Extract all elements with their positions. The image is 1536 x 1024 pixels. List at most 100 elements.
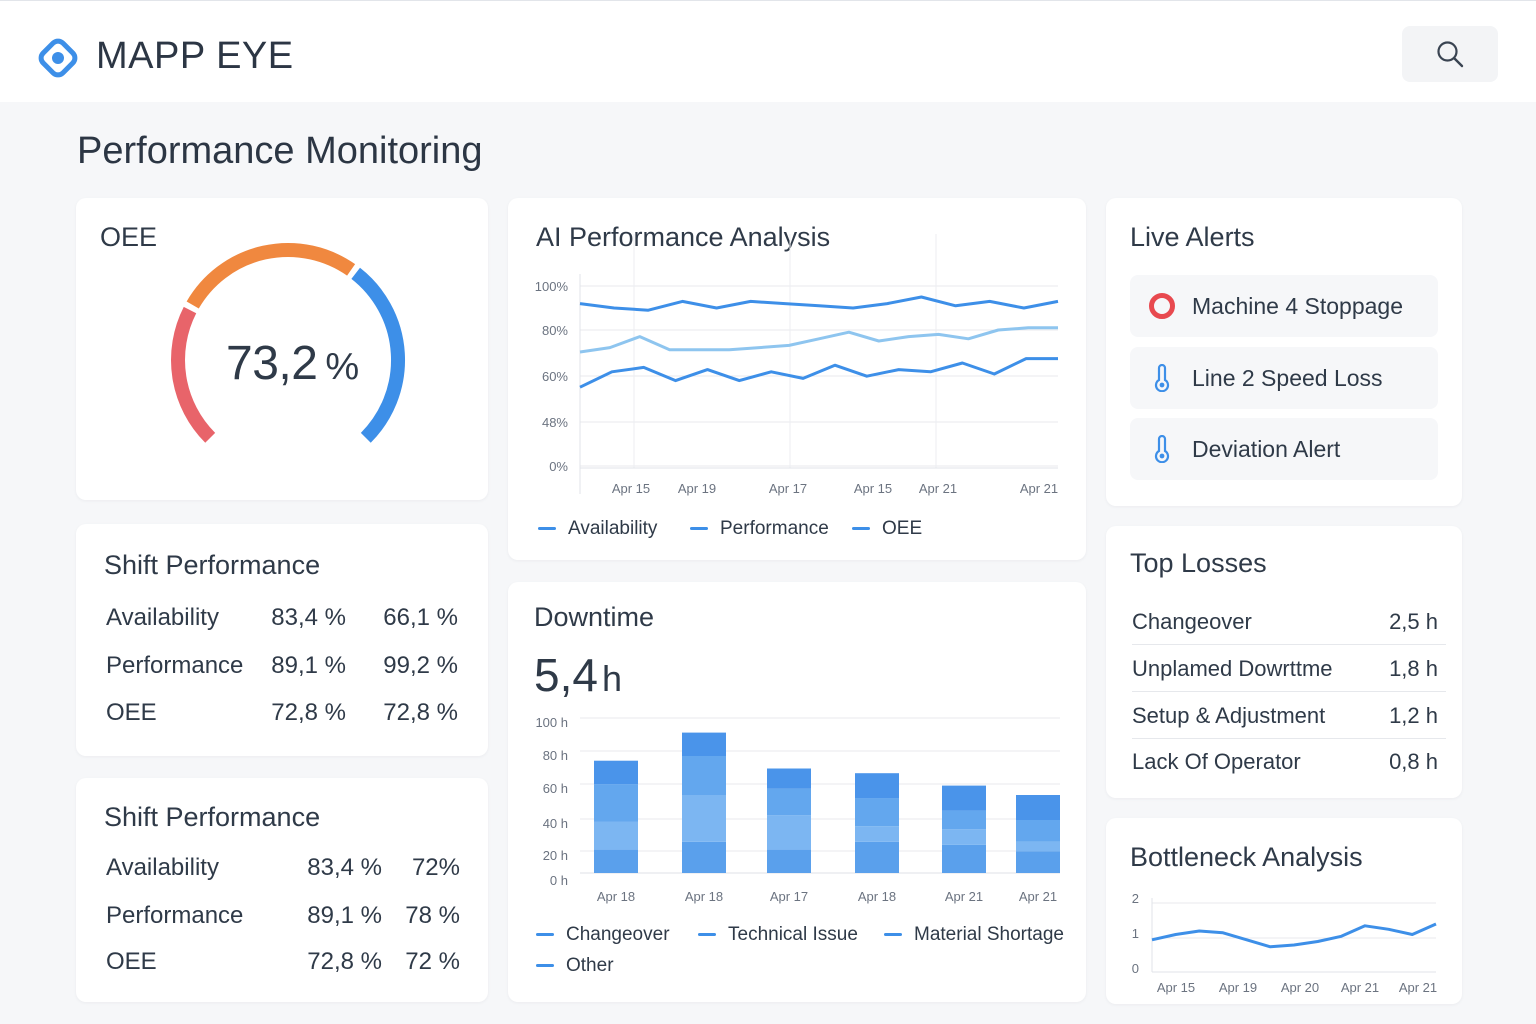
legend-item-changeover[interactable]: Changeover [536,924,670,946]
shift-performance-table: Availability 83,4 % 72% Performance 89,1… [106,854,466,994]
bar-segment-other[interactable] [1016,795,1060,820]
downtime-chart: 100 h 80 h 60 h 40 h 20 h 0 h Apr 18 Apr 18 Apr … [535,715,1060,904]
row-value-1: 89,1 % [307,902,382,929]
y-tick-label: 80% [542,323,568,338]
x-tick-label: Apr 20 [1281,980,1319,995]
downtime-title: Downtime [534,602,655,632]
bar-segment-other[interactable] [767,768,811,789]
bar-segment-changeover[interactable] [767,849,811,873]
shift-performance-title: Shift Performance [104,802,321,832]
row-value-1: 89,1 % [271,652,346,679]
legend-label: OEE [882,518,923,539]
legend-item-other[interactable]: Other [536,955,614,977]
row-value-2: 66,1 % [383,604,458,631]
bar-segment-technical-issue[interactable] [942,829,986,845]
x-tick-label: Apr 15 [1157,980,1195,995]
alert-line-2-speed-loss[interactable]: Line 2 Speed Loss [1130,347,1438,409]
loss-value: 2,5 h [1389,609,1438,634]
bar-segment-technical-issue[interactable] [855,826,899,842]
oee-gauge [171,243,406,443]
x-tick-label: Apr 15 [612,481,650,496]
brand-name: MAPP EYE [96,35,294,77]
bar-segment-changeover[interactable] [682,841,726,873]
bar-segment-material-shortage[interactable] [942,810,986,830]
y-tick-label: 80 h [543,748,568,763]
downtime-total-unit: h [601,658,622,699]
bar-segment-other[interactable] [855,773,899,799]
row-label: Performance [106,652,244,679]
row-value-2: 72% [411,854,460,881]
bar-segment-technical-issue[interactable] [682,795,726,842]
alert-machine-4-stoppage[interactable]: Machine 4 Stoppage [1130,275,1438,337]
legend-item-oee[interactable]: OEE [852,518,922,540]
live-alerts-card: Live Alerts Machine 4 Stoppage Line 2 Sp… [1106,198,1462,506]
row-value-1: 72,8 % [307,948,382,975]
y-tick-label: 40 h [543,816,568,831]
loss-value: 1,2 h [1389,703,1438,728]
oee-value-unit: % [325,346,359,388]
thermometer-icon [1154,364,1170,392]
y-tick-label: 1 [1132,926,1139,941]
bar-segment-material-shortage[interactable] [594,784,638,822]
downtime-total-number: 5,4 [534,649,598,701]
eye-target-icon[interactable] [36,36,80,80]
shift-performance-card-1: Shift Performance Availability 83,4 % 66… [76,524,488,756]
gauge-segment-low [171,306,216,443]
loss-label: Unplamed Dowrttme [1132,656,1333,681]
bar-segment-technical-issue[interactable] [1016,841,1060,852]
y-tick-label: 48% [542,415,568,430]
list-item: Unplamed Dowrttme 1,8 h [1132,646,1446,692]
alert-label: Line 2 Speed Loss [1192,365,1383,391]
search-button[interactable] [1402,26,1498,82]
legend-label: Changeover [566,924,670,945]
bar-segment-material-shortage[interactable] [682,756,726,795]
ai-performance-title: AI Performance Analysis [536,222,831,252]
row-label: Availability [106,854,219,881]
legend-label: Material Shortage [914,924,1064,945]
legend-item-material-shortage[interactable]: Material Shortage [884,924,1064,946]
top-losses-card: Top Losses Changeover 2,5 h Unplamed Dowr… [1106,526,1462,798]
legend-item-technical-issue[interactable]: Technical Issue [698,924,858,946]
bar-segment-material-shortage[interactable] [855,798,899,827]
list-item: Lack Of Operator 0,8 h [1132,739,1446,785]
gauge-segment-mid [186,243,356,309]
row-value-2: 99,2 % [383,652,458,679]
x-tick-label: Apr 21 [1341,980,1379,995]
row-value-1: 72,8 % [271,699,346,726]
x-tick-label: Apr 21 [945,889,983,904]
x-tick-label: Apr 21 [1399,980,1437,995]
bar-segment-material-shortage[interactable] [767,788,811,816]
bar-segment-changeover[interactable] [855,841,899,873]
bar-segment-technical-issue[interactable] [594,821,638,850]
bar-segment-technical-issue[interactable] [767,815,811,850]
legend-item-availability[interactable]: Availability [538,518,657,540]
x-tick-label: Apr 21 [919,481,957,496]
downtime-legend: Changeover Technical Issue Material Shor… [536,924,1076,984]
shift-performance-title: Shift Performance [104,550,321,580]
y-tick-label: 0 h [550,873,568,888]
list-item: Changeover 2,5 h [1132,599,1446,645]
table-row: OEE 72,8 % 72 % [106,948,466,978]
bar-segment-material-shortage[interactable] [1016,820,1060,842]
bar-segment-other[interactable] [942,785,986,811]
bottleneck-card: Bottleneck Analysis 2 1 0 Apr 15 Apr 19 Apr 2… [1106,818,1462,1004]
row-label: Performance [106,902,244,929]
legend-item-performance[interactable]: Performance [690,518,829,540]
x-tick-label: Apr 18 [685,889,723,904]
row-value-2: 78 % [405,902,460,929]
bar-segment-other[interactable] [594,760,638,785]
alert-label: Deviation Alert [1192,436,1341,462]
series-line-availability [579,295,1059,312]
bar-segment-changeover[interactable] [594,849,638,873]
bar-segment-changeover[interactable] [942,844,986,873]
bar-segment-changeover[interactable] [1016,851,1060,873]
bar-segment-other[interactable] [682,732,726,756]
series-line-performance [579,326,1058,354]
oee-value-number: 73,2 [226,337,318,390]
loss-label: Lack Of Operator [1132,749,1301,774]
y-tick-label: 20 h [543,848,568,863]
x-tick-label: Apr 21 [1020,481,1058,496]
oee-value: 73,2% [226,336,359,391]
alert-deviation[interactable]: Deviation Alert [1130,418,1438,480]
ai-chart-legend: Availability Performance OEE [538,518,1078,544]
